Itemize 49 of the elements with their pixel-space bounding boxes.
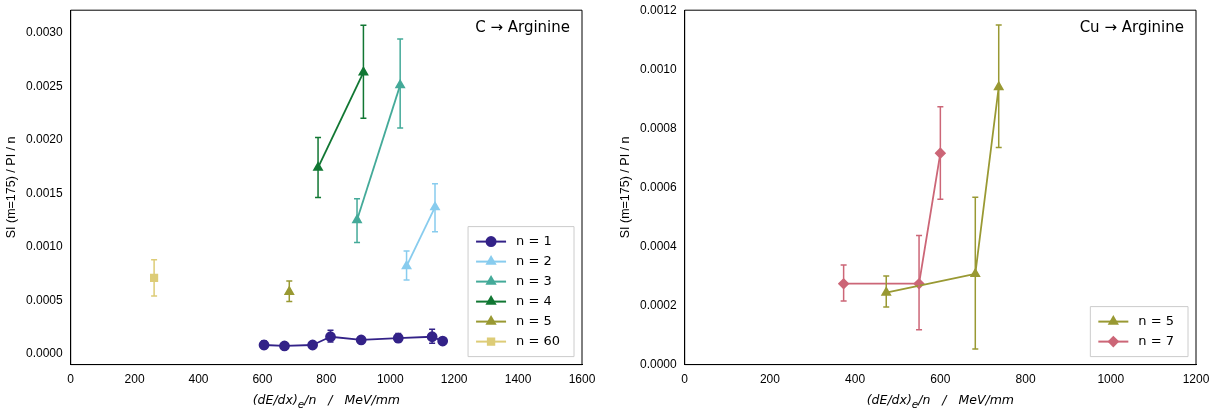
y-tick-label: 0.0006 xyxy=(640,179,678,194)
x-tick-label: 1200 xyxy=(1182,372,1210,387)
point xyxy=(307,339,319,351)
x-tick-label: 1200 xyxy=(440,372,468,387)
y-tick-label: 0.0008 xyxy=(640,120,678,135)
x-tick-label: 600 xyxy=(252,372,273,387)
y-tick-label: 0.0004 xyxy=(640,238,678,253)
x-tick-label: 0 xyxy=(67,372,75,387)
point xyxy=(355,334,367,346)
y-tick-label: 0.0000 xyxy=(640,356,678,371)
y-axis-title: SI (m=175) / PI / n xyxy=(617,136,632,239)
y-tick-label: 0.0010 xyxy=(640,61,678,76)
y-tick-label: 0.0020 xyxy=(26,132,64,147)
point xyxy=(284,286,295,295)
legend-label: n = 4 xyxy=(516,292,552,308)
x-tick-label: 200 xyxy=(124,372,145,387)
y-tick-label: 0.0015 xyxy=(26,185,64,200)
x-axis-title: (dE/dx)$_{e}$/n / MeV/mm xyxy=(252,392,401,410)
legend-label: n = 5 xyxy=(1138,312,1174,328)
x-tick-label: 400 xyxy=(188,372,209,387)
x-axis-title: (dE/dx)$_{e}$/n / MeV/mm xyxy=(866,392,1015,410)
point xyxy=(279,340,290,352)
y-tick-label: 0.0030 xyxy=(26,25,64,39)
x-tick-label: 1000 xyxy=(376,372,404,387)
y-tick-label: 0.0010 xyxy=(26,239,64,254)
x-tick-label: 1400 xyxy=(504,372,532,387)
y-tick-label: 0.0012 xyxy=(640,2,678,17)
legend-label: n = 2 xyxy=(516,252,552,268)
x-tick-label: 200 xyxy=(759,372,781,387)
legend-label: n = 3 xyxy=(516,272,552,288)
y-tick-label: 0.0002 xyxy=(640,297,678,312)
legend-label: n = 60 xyxy=(516,332,561,348)
x-tick-label: 800 xyxy=(316,372,337,387)
y-tick-label: 0.0025 xyxy=(26,78,64,93)
legend-label: n = 1 xyxy=(516,232,552,248)
annotation: Cu → Arginine xyxy=(1079,17,1184,36)
y-tick-label: 0.0000 xyxy=(26,346,64,361)
point xyxy=(437,335,449,347)
legend-label: n = 5 xyxy=(516,312,552,328)
x-tick-label: 1000 xyxy=(1097,372,1125,387)
x-tick-label: 1600 xyxy=(568,372,596,387)
x-tick-label: 0 xyxy=(681,372,689,387)
x-tick-label: 800 xyxy=(1015,372,1036,387)
annotation: C → Arginine xyxy=(475,17,570,36)
y-tick-label: 0.0005 xyxy=(26,292,64,307)
legend-label: n = 7 xyxy=(1138,332,1174,348)
x-tick-label: 600 xyxy=(930,372,951,387)
x-tick-label: 400 xyxy=(845,372,866,387)
y-axis-title: SI (m=175) / PI / n xyxy=(3,136,18,239)
